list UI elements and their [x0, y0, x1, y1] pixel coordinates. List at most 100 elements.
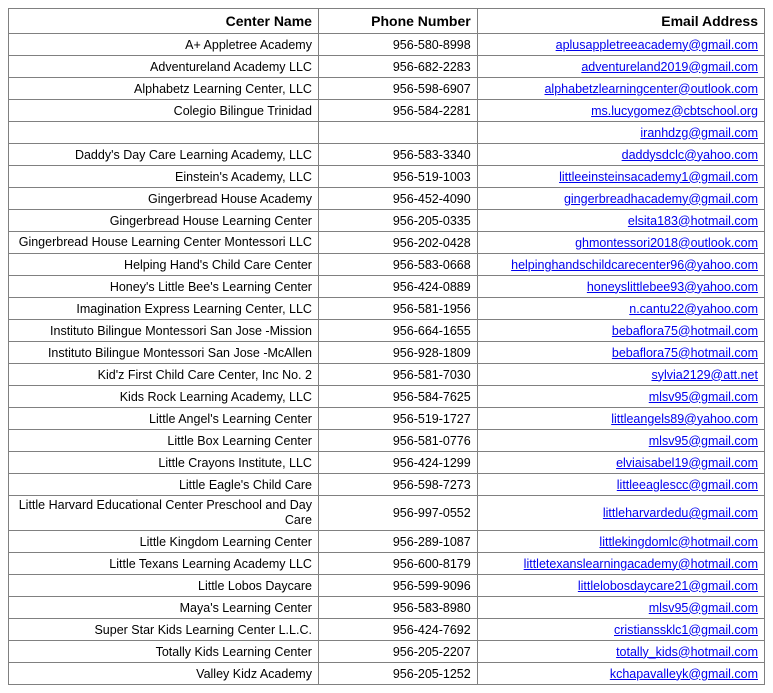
email-cell: littleharvardedu@gmail.com: [477, 496, 764, 531]
email-cell: n.cantu22@yahoo.com: [477, 298, 764, 320]
phone-cell: 956-424-0889: [318, 276, 477, 298]
phone-cell: 956-205-2207: [318, 641, 477, 663]
email-cell: littleeaglescc@gmail.com: [477, 474, 764, 496]
table-row: Alphabetz Learning Center, LLC956-598-69…: [9, 78, 765, 100]
email-link[interactable]: littleeaglescc@gmail.com: [617, 478, 758, 492]
email-link[interactable]: mlsv95@gmail.com: [649, 601, 758, 615]
email-link[interactable]: gingerbreadhacademy@gmail.com: [564, 192, 758, 206]
phone-cell: 956-928-1809: [318, 342, 477, 364]
table-body: A+ Appletree Academy956-580-8998aplusapp…: [9, 34, 765, 685]
table-row: Gingerbread House Academy956-452-4090 gin…: [9, 188, 765, 210]
email-link[interactable]: aplusappletreeacademy@gmail.com: [556, 38, 758, 52]
center-name-cell: Helping Hand's Child Care Center: [9, 254, 319, 276]
center-name-cell: Adventureland Academy LLC: [9, 56, 319, 78]
header-phone-number: Phone Number: [318, 9, 477, 34]
center-name-cell: Kid'z First Child Care Center, Inc No. 2: [9, 364, 319, 386]
email-cell: bebaflora75@hotmail.com: [477, 342, 764, 364]
email-link[interactable]: littlelobosdaycare21@gmail.com: [578, 579, 758, 593]
email-link[interactable]: elviaisabel19@gmail.com: [616, 456, 758, 470]
email-link[interactable]: helpinghandschildcarecenter96@yahoo.com: [511, 258, 758, 272]
email-link[interactable]: ms.lucygomez@cbtschool.org: [591, 104, 758, 118]
email-link[interactable]: honeyslittlebee93@yahoo.com: [587, 280, 758, 294]
table-row: Super Star Kids Learning Center L.L.C.95…: [9, 619, 765, 641]
email-link[interactable]: littlekingdomlc@hotmail.com: [599, 535, 758, 549]
center-name-cell: Little Crayons Institute, LLC: [9, 452, 319, 474]
table-row: Instituto Bilingue Montessori San Jose -…: [9, 342, 765, 364]
phone-cell: [318, 122, 477, 144]
email-link[interactable]: n.cantu22@yahoo.com: [629, 302, 758, 316]
email-cell: alphabetzlearningcenter@outlook.com: [477, 78, 764, 100]
center-name-cell: Gingerbread House Learning Center Montes…: [9, 232, 319, 254]
center-name-cell: Kids Rock Learning Academy, LLC: [9, 386, 319, 408]
email-link[interactable]: kchapavalleyk@gmail.com: [610, 667, 758, 681]
email-link[interactable]: adventureland2019@gmail.com: [581, 60, 758, 74]
center-name-cell: Little Lobos Daycare: [9, 575, 319, 597]
email-cell: sylvia2129@att.net: [477, 364, 764, 386]
phone-cell: 956-600-8179: [318, 553, 477, 575]
email-link[interactable]: alphabetzlearningcenter@outlook.com: [544, 82, 758, 96]
email-link[interactable]: cristianssklc1@gmail.com: [614, 623, 758, 637]
email-cell: kchapavalleyk@gmail.com: [477, 663, 764, 685]
email-link[interactable]: bebaflora75@hotmail.com: [612, 346, 758, 360]
email-link[interactable]: littleeinsteinsacademy1@gmail.com: [559, 170, 758, 184]
email-link[interactable]: ghmontessori2018@outlook.com: [575, 236, 758, 250]
table-row: Gingerbread House Learning Center956-205…: [9, 210, 765, 232]
table-row: Imagination Express Learning Center, LLC…: [9, 298, 765, 320]
table-row: Colegio Bilingue Trinidad956-584-2281ms.…: [9, 100, 765, 122]
phone-cell: 956-583-8980: [318, 597, 477, 619]
email-link[interactable]: mlsv95@gmail.com: [649, 434, 758, 448]
email-cell: littleangels89@yahoo.com: [477, 408, 764, 430]
email-link[interactable]: sylvia2129@att.net: [651, 368, 758, 382]
table-row: Honey's Little Bee's Learning Center956-…: [9, 276, 765, 298]
email-cell: littlelobosdaycare21@gmail.com: [477, 575, 764, 597]
email-link[interactable]: iranhdzg@gmail.com: [640, 126, 758, 140]
center-name-cell: Little Texans Learning Academy LLC: [9, 553, 319, 575]
phone-cell: 956-424-7692: [318, 619, 477, 641]
email-cell: honeyslittlebee93@yahoo.com: [477, 276, 764, 298]
email-cell: littletexanslearningacademy@hotmail.com: [477, 553, 764, 575]
email-cell: littlekingdomlc@hotmail.com: [477, 531, 764, 553]
phone-cell: 956-581-0776: [318, 430, 477, 452]
table-row: Little Lobos Daycare956-599-9096 littlelo…: [9, 575, 765, 597]
table-row: Einstein's Academy, LLC956-519-1003littl…: [9, 166, 765, 188]
center-name-cell: Colegio Bilingue Trinidad: [9, 100, 319, 122]
center-name-cell: [9, 122, 319, 144]
center-name-cell: Honey's Little Bee's Learning Center: [9, 276, 319, 298]
email-link[interactable]: elsita183@hotmail.com: [628, 214, 758, 228]
table-row: Little Harvard Educational Center Presch…: [9, 496, 765, 531]
email-link[interactable]: bebaflora75@hotmail.com: [612, 324, 758, 338]
email-cell: ghmontessori2018@outlook.com: [477, 232, 764, 254]
center-name-cell: Imagination Express Learning Center, LLC: [9, 298, 319, 320]
phone-cell: 956-997-0552: [318, 496, 477, 531]
email-link[interactable]: littleharvardedu@gmail.com: [603, 506, 758, 520]
center-name-cell: Totally Kids Learning Center: [9, 641, 319, 663]
phone-cell: 956-289-1087: [318, 531, 477, 553]
table-row: Maya's Learning Center956-583-8980mlsv95…: [9, 597, 765, 619]
email-link[interactable]: daddysdclc@yahoo.com: [622, 148, 758, 162]
email-link[interactable]: littleangels89@yahoo.com: [611, 412, 758, 426]
table-row: Daddy's Day Care Learning Academy, LLC95…: [9, 144, 765, 166]
email-link[interactable]: mlsv95@gmail.com: [649, 390, 758, 404]
phone-cell: 956-424-1299: [318, 452, 477, 474]
table-row: Little Kingdom Learning Center956-289-10…: [9, 531, 765, 553]
email-link[interactable]: totally_kids@hotmail.com: [616, 645, 758, 659]
phone-cell: 956-598-6907: [318, 78, 477, 100]
table-row: Adventureland Academy LLC956-682-2283adv…: [9, 56, 765, 78]
centers-table: Center Name Phone Number Email Address A…: [8, 8, 765, 685]
phone-cell: 956-452-4090: [318, 188, 477, 210]
center-name-cell: Daddy's Day Care Learning Academy, LLC: [9, 144, 319, 166]
email-link[interactable]: littletexanslearningacademy@hotmail.com: [524, 557, 758, 571]
phone-cell: 956-583-3340: [318, 144, 477, 166]
phone-cell: 956-599-9096: [318, 575, 477, 597]
table-row: Kids Rock Learning Academy, LLC956-584-7…: [9, 386, 765, 408]
email-cell: aplusappletreeacademy@gmail.com: [477, 34, 764, 56]
center-name-cell: Gingerbread House Academy: [9, 188, 319, 210]
table-row: Helping Hand's Child Care Center956-583-…: [9, 254, 765, 276]
email-cell: mlsv95@gmail.com: [477, 597, 764, 619]
table-row: Little Crayons Institute, LLC956-424-129…: [9, 452, 765, 474]
email-cell: littleeinsteinsacademy1@gmail.com: [477, 166, 764, 188]
phone-cell: 956-584-7625: [318, 386, 477, 408]
phone-cell: 956-205-0335: [318, 210, 477, 232]
header-email-address: Email Address: [477, 9, 764, 34]
email-cell: bebaflora75@hotmail.com: [477, 320, 764, 342]
